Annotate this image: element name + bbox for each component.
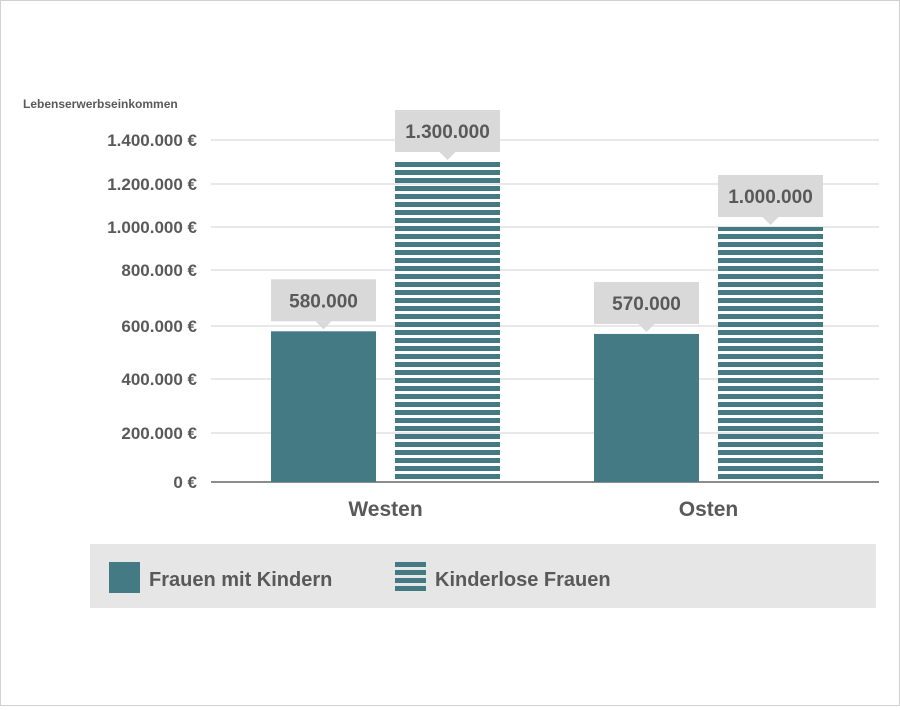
legend-swatch-striped	[395, 562, 426, 593]
data-label: 570.000	[612, 294, 681, 315]
data-label-pointer	[439, 152, 456, 160]
data-label: 1.300.000	[405, 122, 490, 143]
data-label-pointer	[315, 321, 332, 330]
y-tick-label: 1.200.000 €	[107, 175, 197, 194]
data-label-pointer	[762, 217, 779, 225]
data-label-pointer	[638, 323, 655, 332]
legend-swatch-solid	[109, 562, 140, 593]
legend-background	[90, 544, 876, 608]
data-label-box	[271, 279, 376, 322]
data-label-box	[718, 175, 823, 217]
y-tick-label: 1.000.000 €	[107, 218, 197, 237]
y-tick-label: 1.400.000 €	[107, 131, 197, 150]
x-tick-label: Osten	[679, 498, 739, 521]
data-label-box	[594, 281, 699, 324]
x-tick-label: Westen	[348, 498, 422, 521]
y-tick-label: 200.000 €	[121, 424, 197, 443]
y-tick-label: 400.000 €	[121, 370, 197, 389]
data-label-box	[395, 110, 500, 152]
data-label: 580.000	[289, 291, 358, 312]
bar-kinderlose-frauen-westen	[395, 162, 500, 482]
legend-label-frauen-mit-kindern: Frauen mit Kindern	[149, 569, 332, 591]
bar-kinderlose-frauen-osten	[718, 227, 823, 482]
y-axis-label: Lebenserwerbseinkommen	[23, 97, 178, 111]
y-tick-label: 0 €	[173, 473, 197, 492]
bar-frauen-mit-kindern-osten	[594, 333, 699, 482]
y-tick-label: 600.000 €	[121, 317, 197, 336]
y-tick-label: 800.000 €	[121, 261, 197, 280]
legend-label-kinderlose-frauen: Kinderlose Frauen	[435, 569, 611, 591]
data-label: 1.000.000	[728, 187, 813, 208]
bar-frauen-mit-kindern-westen	[271, 331, 376, 482]
